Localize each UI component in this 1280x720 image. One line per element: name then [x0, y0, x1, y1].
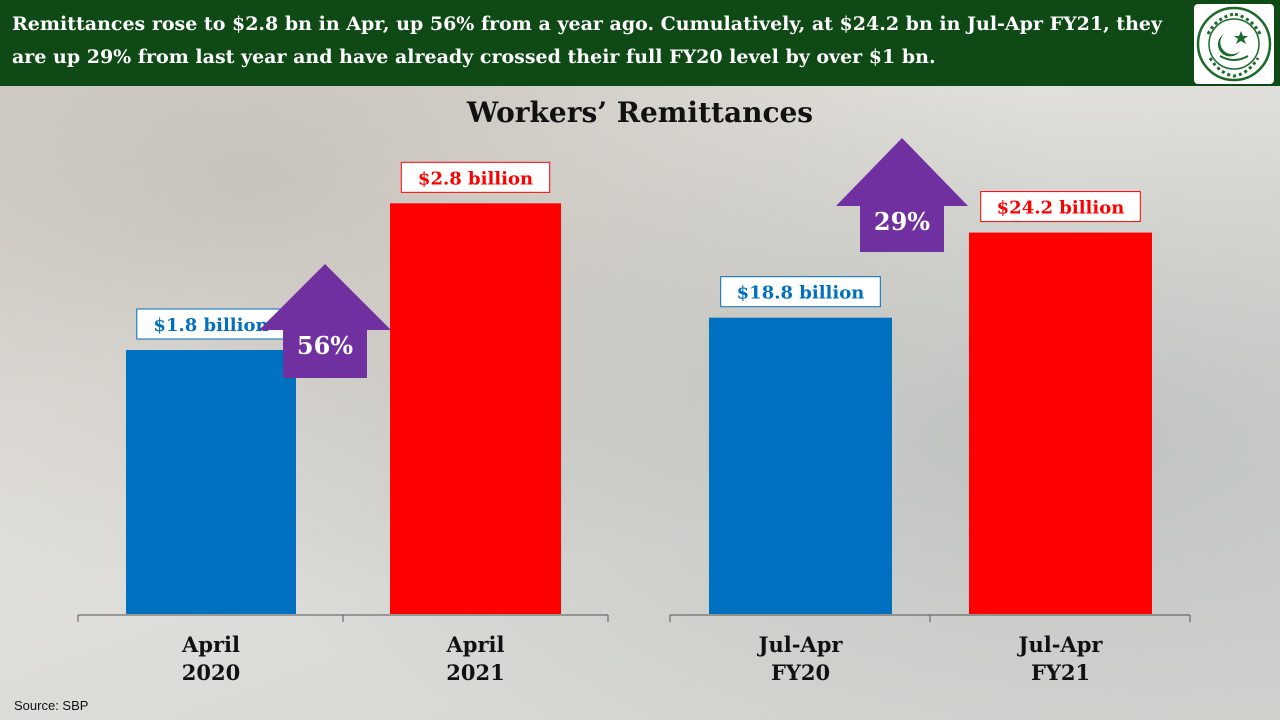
category-tick-label: FY20 [771, 660, 830, 685]
category-tick-label: April [181, 632, 240, 657]
source-note: Source: SBP [14, 698, 89, 713]
data-label-box [980, 191, 1141, 223]
bar [709, 317, 892, 614]
bar [126, 350, 296, 614]
data-label-box [400, 161, 551, 193]
header-banner: Remittances rose to $2.8 bn in Apr, up 5… [0, 0, 1280, 86]
growth-arrow-icon [259, 264, 391, 378]
category-tick-label: April [446, 632, 505, 657]
category-tick-label: 2020 [182, 660, 240, 685]
data-label: $2.8 billion [418, 168, 533, 189]
growth-label: 56% [297, 331, 353, 360]
growth-arrow-icon [836, 138, 968, 252]
data-label-box [136, 308, 286, 340]
state-bank-of-pakistan-seal-icon [1194, 4, 1274, 84]
data-label: $18.8 billion [737, 283, 865, 304]
data-label: $24.2 billion [997, 198, 1125, 219]
headline: Remittances rose to $2.8 bn in Apr, up 5… [12, 13, 1163, 68]
category-tick-label: Jul-Apr [1017, 632, 1104, 657]
category-tick-label: Jul-Apr [757, 632, 844, 657]
chart-title: Workers’ Remittances [466, 96, 814, 129]
bar [969, 232, 1152, 614]
growth-label: 29% [874, 207, 930, 236]
category-tick-label: FY21 [1031, 660, 1090, 685]
category-tick-label: 2021 [446, 660, 504, 685]
data-label-box [720, 276, 881, 308]
data-label: $1.8 billion [153, 315, 268, 336]
bar [390, 203, 561, 615]
